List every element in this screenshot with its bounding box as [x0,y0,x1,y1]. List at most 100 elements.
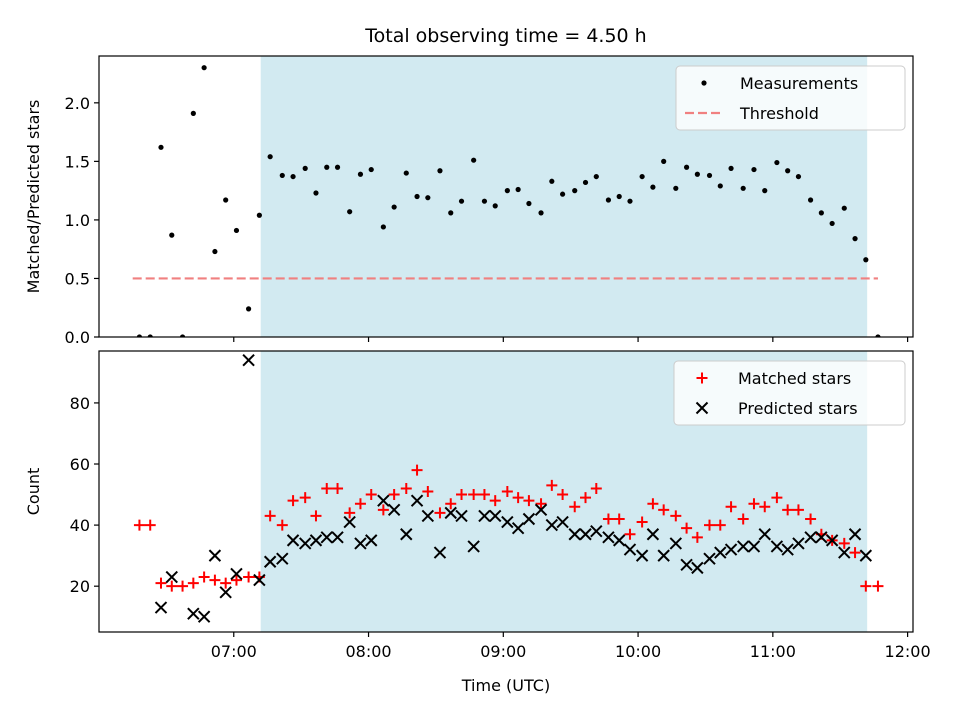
matched-star-point [805,513,817,525]
predicted-star-point [253,573,266,587]
matched-star-point [411,464,423,476]
measurement-point [538,210,544,216]
measurement-point [179,334,186,337]
matched-star-point [144,519,156,531]
matched-star-point [198,571,210,583]
y-axis-label: Matched/Predicted stars [24,100,43,294]
predicted-star-point [410,494,424,507]
predicted-star-point [747,540,761,553]
measurement-point [190,110,196,116]
predicted-star-point [792,537,805,550]
measurement-point [762,188,768,194]
legend-box [675,65,906,131]
predicted-star-point [489,509,502,523]
measurement-point [267,154,273,160]
panel-2-frame [98,350,914,633]
predicted-star-point [848,528,862,541]
matched-star-point [332,482,344,494]
predicted-star-point [286,534,300,547]
measurement-point [841,205,847,211]
measurement-point [829,220,835,227]
matched-star-point [220,577,232,589]
predicted-star-point [825,534,839,547]
predicted-star-point [859,549,873,562]
measurement-point [357,171,364,177]
measurement-point [549,178,555,184]
matched-star-point [187,577,199,589]
matched-star-point [155,577,167,589]
measurement-point [223,197,229,203]
legend-label: Matched stars [738,369,851,388]
matched-star-point [624,528,636,540]
matched-star-point [569,501,581,513]
predicted-star-point [680,558,693,572]
y-tick-label: 80 [70,394,90,413]
measurement-point [147,334,153,337]
matched-star-point [445,498,457,510]
matched-star-point [557,489,569,501]
measurement-point [403,170,409,176]
y-tick-label: 60 [70,455,90,474]
y-tick-label: 20 [70,577,90,596]
predicted-star-point [444,506,457,520]
predicted-star-point [263,555,277,568]
measurement-point [290,173,296,180]
x-tick-label: 11:00 [750,642,796,661]
predicted-star-point [320,531,333,544]
predicted-star-point [467,540,480,553]
predicted-star-point [646,528,660,541]
predicted-star-point [522,512,536,526]
predicted-star-point [154,601,168,614]
matched-star-point [388,489,400,501]
measurement-point [774,159,780,166]
y-tick-label: 1.5 [65,152,90,171]
predicted-star-point [219,586,232,599]
predicted-star-point [165,570,178,584]
legend-x-swatch [695,401,709,415]
predicted-star-point [343,515,356,529]
predicted-star-point [623,543,637,556]
predicted-star-point [276,552,289,565]
matched-star-point [714,519,726,531]
measurement-point [616,193,622,200]
predicted-star-point [545,518,559,532]
predicted-star-point [208,549,222,562]
predicted-star-point [501,515,514,529]
predicted-star-point [736,540,750,553]
matched-star-point [287,495,299,507]
predicted-star-point [579,528,592,541]
matched-star-point [456,489,468,501]
y-tick-label: 2.0 [65,94,90,113]
y-tick-label: 1.0 [65,211,90,230]
measurement-point [593,173,599,180]
measurement-point [324,164,330,170]
measurement-point [414,193,420,200]
matched-star-point [276,519,288,531]
chart-title: Total observing time = 4.50 h [364,25,646,47]
measurement-point [212,248,218,255]
measurement-point [673,185,679,191]
measurement-point [807,197,814,203]
legend-box [673,360,906,426]
measurement-point [201,65,207,71]
measurement-point [334,164,341,170]
matched-star-point [344,507,356,519]
predicted-star-point [815,531,828,544]
y-tick-label: 0.0 [65,328,90,347]
matched-star-point [838,537,850,549]
measurement-point [448,210,454,216]
matched-star-point [478,489,490,501]
matched-star-point [230,574,242,586]
measurement-point [560,191,566,197]
measurement-point [875,334,881,337]
measurement-point [785,168,791,174]
y-tick-label: 0.5 [65,269,90,288]
y-tick-label: 40 [70,516,90,535]
measurement-point [425,195,431,201]
measurement-point [515,186,521,193]
matched-star-point [872,580,884,592]
matched-star-point [422,486,434,497]
predicted-star-point [770,540,784,553]
predicted-star-point [691,561,704,575]
matched-star-point [321,482,333,494]
